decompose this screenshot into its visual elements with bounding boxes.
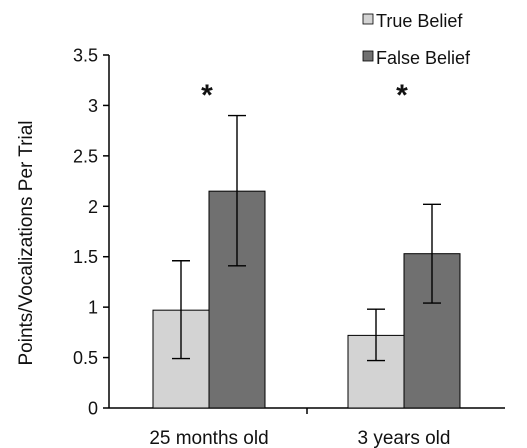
y-tick-label: 1 bbox=[88, 298, 98, 318]
legend-label: False Belief bbox=[376, 48, 471, 68]
y-tick-label: 2 bbox=[88, 197, 98, 217]
y-axis: 0 0.5 1 1.5 2 2.5 3 3.5 bbox=[73, 46, 110, 419]
legend: True Belief False Belief bbox=[362, 11, 471, 68]
y-tick-label: 0.5 bbox=[73, 348, 98, 368]
y-tick-label: 2.5 bbox=[73, 146, 98, 166]
significance-asterisk: * bbox=[201, 79, 213, 112]
legend-swatch bbox=[362, 13, 374, 25]
bars bbox=[152, 190, 461, 409]
x-tick-label: 25 months old bbox=[149, 428, 268, 448]
y-axis-label: Points/Vocalizations Per Trial bbox=[16, 120, 37, 365]
legend-label: True Belief bbox=[376, 11, 463, 31]
significance-markers: * * bbox=[201, 79, 408, 112]
x-tick-label: 3 years old bbox=[358, 428, 451, 448]
y-tick-label: 3 bbox=[88, 96, 98, 116]
y-tick-label: 0 bbox=[88, 399, 98, 419]
legend-swatch bbox=[362, 50, 374, 62]
error-bars bbox=[172, 114, 441, 362]
x-axis: 25 months old 3 years old bbox=[109, 407, 505, 448]
y-tick-label: 1.5 bbox=[73, 247, 98, 267]
significance-asterisk: * bbox=[396, 79, 408, 112]
y-tick-label: 3.5 bbox=[73, 46, 98, 66]
